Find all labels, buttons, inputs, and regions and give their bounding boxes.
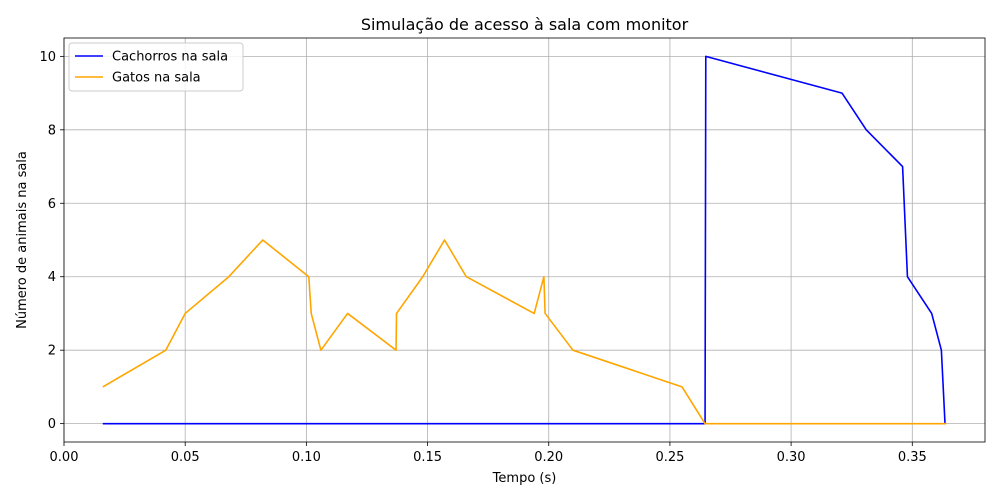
ticks: 0.00 0.05 0.10 0.15 0.20 0.25 0.30 0.35 0 2 4 6 8 10 (39, 50, 926, 465)
x-axis-label: Tempo (s) (492, 471, 557, 486)
grid (63, 38, 985, 442)
y-tick-label: 8 (48, 123, 56, 138)
legend: Cachorros na sala Gatos na sala (68, 42, 244, 92)
x-tick-label: 0.20 (534, 450, 563, 465)
x-tick-label: 0.10 (292, 450, 321, 465)
legend-label: Cachorros na sala (112, 50, 228, 65)
y-tick-label: 6 (48, 197, 56, 212)
series-layer (102, 55, 947, 425)
y-tick-label: 10 (39, 50, 56, 65)
x-tick-label: 0.35 (898, 450, 927, 465)
x-tick-label: 0.30 (777, 450, 806, 465)
legend-label: Gatos na sala (112, 71, 201, 86)
series-line-1 (102, 239, 947, 425)
chart-title: Simulação de acesso à sala com monitor (361, 15, 689, 34)
legend-box (68, 42, 244, 92)
series-line-0 (102, 55, 946, 425)
x-tick-label: 0.25 (655, 450, 684, 465)
y-axis-label: Número de animais na sala (15, 151, 30, 329)
y-tick-label: 0 (48, 417, 56, 432)
x-tick-label: 0.15 (413, 450, 442, 465)
plot-frame (63, 37, 986, 443)
y-tick-label: 2 (48, 344, 56, 359)
y-tick-label: 4 (48, 270, 56, 285)
x-tick-label: 0.00 (50, 450, 79, 465)
x-tick-label: 0.05 (171, 450, 200, 465)
